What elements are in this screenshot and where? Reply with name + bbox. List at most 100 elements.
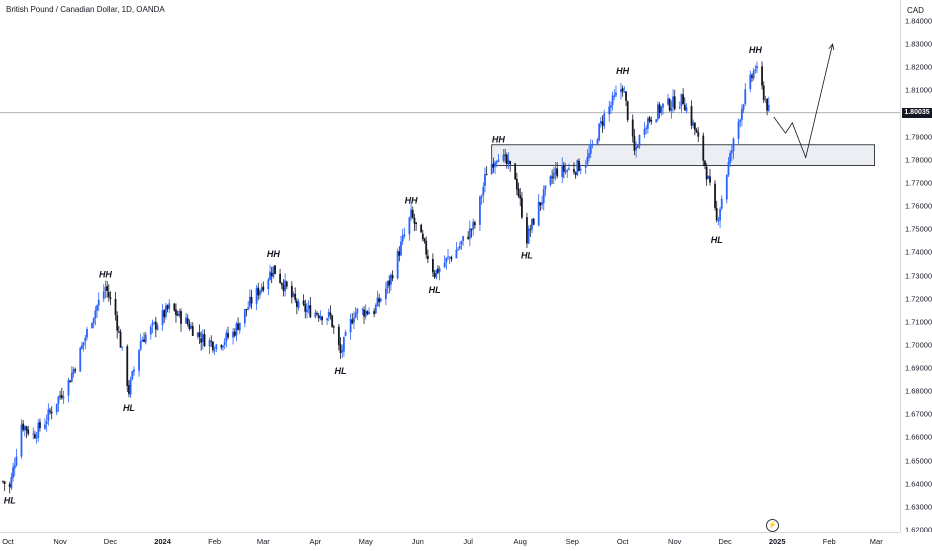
candle-body — [740, 108, 743, 120]
candle-body — [680, 93, 683, 106]
candle-body — [727, 162, 730, 176]
candle-body — [376, 297, 379, 306]
candle-body — [403, 234, 406, 237]
candle-body — [373, 311, 376, 314]
candle-body — [704, 160, 706, 166]
candle-body — [151, 322, 154, 326]
price-tick-label: 1.82000 — [905, 62, 932, 72]
candle-body — [257, 287, 260, 296]
price-axis[interactable]: CAD 1.84000 1.83000 1.82000 1.81000 1.79000 1… — [900, 0, 932, 550]
candle-body — [201, 333, 204, 343]
candle-body — [541, 202, 543, 205]
candle-body — [388, 280, 391, 286]
time-tick-label: Dec — [718, 537, 732, 546]
price-tick-label: 1.72000 — [905, 294, 932, 304]
candle-body — [20, 424, 23, 457]
candle-body — [598, 123, 601, 141]
candle-body — [91, 323, 93, 329]
candle-body — [232, 331, 234, 338]
candle-body — [742, 104, 745, 110]
candle-body — [180, 311, 182, 324]
candle-body — [505, 154, 508, 164]
candle-body — [690, 106, 693, 126]
price-tick-label: 1.77000 — [905, 178, 932, 188]
candle-body — [564, 170, 567, 173]
candle-body — [164, 305, 167, 317]
candle-body — [212, 341, 214, 351]
candle-body — [339, 344, 342, 354]
candle-body — [667, 98, 669, 105]
candle-body — [529, 229, 532, 231]
candle-body — [72, 369, 75, 374]
candle-body — [79, 347, 82, 372]
price-tick-label: 1.83000 — [905, 39, 932, 49]
candle-body — [737, 121, 740, 139]
candle-body — [468, 228, 471, 239]
candle-body — [396, 250, 399, 279]
candle-body — [70, 372, 73, 382]
time-tick-label: Oct — [616, 537, 629, 546]
candle-body — [15, 456, 18, 466]
candle-body — [492, 163, 495, 168]
candle-body — [620, 89, 622, 93]
candle-body — [344, 331, 347, 336]
price-tick-label: 1.63000 — [905, 502, 932, 512]
candle-body — [470, 229, 473, 231]
swing-label: HL — [335, 366, 347, 376]
candle-body — [39, 422, 41, 429]
time-tick-label: Nov — [668, 537, 682, 546]
candle-body — [420, 224, 423, 233]
candle-body — [714, 183, 716, 208]
time-axis[interactable]: Oct Nov Dec 2024 Feb Mar Apr May Jun Jul Aug Sep Oct… — [0, 532, 900, 551]
candle-body — [531, 218, 533, 230]
candle-body — [472, 221, 475, 230]
candle-body — [386, 281, 389, 289]
candle-body — [27, 429, 30, 434]
candle-body — [717, 220, 720, 222]
chart-plot[interactable]: HL HH HL HH HL HH HL HH HL HH HL HH — [0, 0, 900, 532]
candle-body — [762, 85, 765, 101]
candle-body — [368, 312, 370, 315]
candle-body — [272, 266, 275, 278]
lightning-icon[interactable]: ⚡ — [766, 519, 779, 532]
candle-body — [413, 217, 416, 224]
candle-body — [35, 437, 38, 439]
candle-body — [517, 188, 520, 196]
candle-body — [566, 170, 569, 172]
candle-body — [60, 395, 63, 398]
chart-area[interactable]: HL HH HL HH HL HH HL HH HL HH HL HH British Pound /… — [0, 0, 900, 532]
candle-body — [166, 305, 169, 310]
candle-body — [280, 282, 283, 285]
candle-body — [307, 305, 310, 309]
currency-label: CAD — [907, 6, 924, 15]
candle-body — [175, 309, 177, 316]
chart-title: British Pound / Canadian Dollar, 1D, OAN… — [6, 5, 165, 14]
candle-body — [96, 305, 98, 311]
candle-body — [423, 238, 426, 242]
candle-body — [354, 312, 357, 318]
candle-body — [222, 345, 224, 348]
candle-body — [636, 146, 639, 148]
candle-body — [203, 334, 206, 347]
candle-body — [22, 423, 25, 430]
candle-body — [250, 297, 253, 304]
candle-body — [754, 69, 757, 72]
time-tick-label: Apr — [309, 537, 322, 546]
price-tick-label: 1.71000 — [905, 317, 932, 327]
support-zone — [491, 144, 875, 167]
candle-body — [188, 324, 191, 329]
candle-body — [433, 273, 436, 277]
candle-body — [173, 303, 176, 311]
candle-body — [685, 107, 688, 112]
price-tick-label: 1.66000 — [905, 432, 932, 442]
candle-body — [672, 96, 674, 108]
candle-body — [554, 168, 557, 174]
candle-body — [259, 290, 261, 296]
candle-body — [82, 342, 85, 346]
candle-body — [351, 319, 354, 324]
swing-label: HH — [749, 45, 762, 55]
candle-body — [650, 120, 653, 122]
price-tick-label: 1.73000 — [905, 271, 932, 280]
candle-body — [121, 346, 124, 348]
candle-body — [657, 104, 659, 120]
